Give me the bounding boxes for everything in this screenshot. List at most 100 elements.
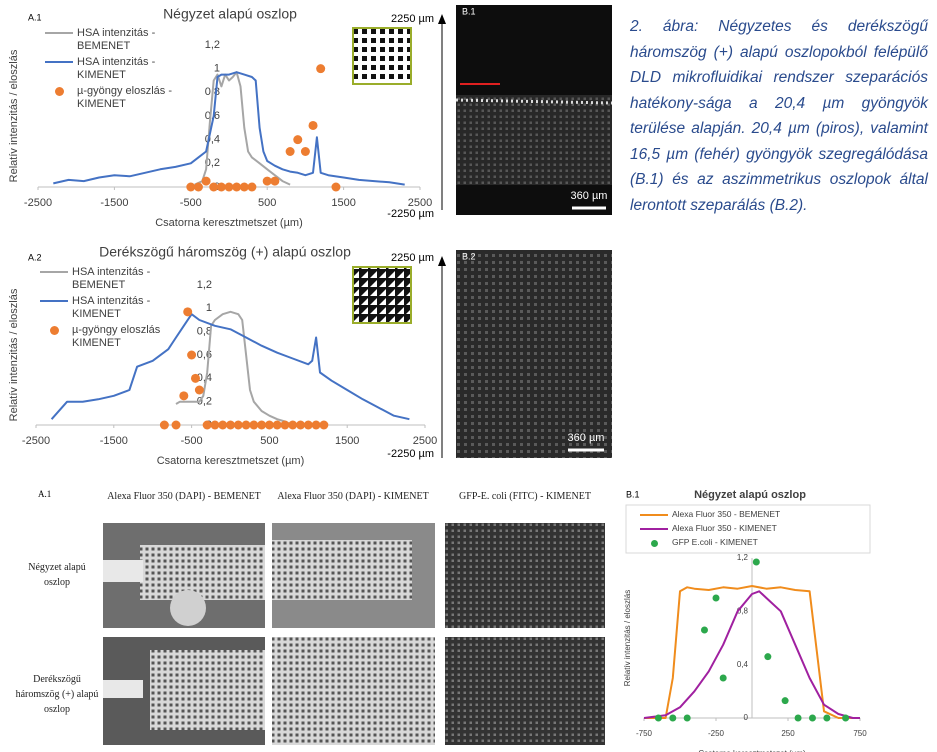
scatter-point: [249, 420, 259, 430]
legend-entry: µ-gyöngy eloszlás KIMENET: [40, 324, 180, 350]
scatter-point: [209, 182, 219, 192]
legend-swatch: [45, 27, 73, 40]
legend-label: Alexa Fluor 350 - KIMENET: [672, 523, 777, 533]
series-line: [53, 71, 405, 186]
inset-triangle: [352, 266, 412, 324]
x-tick-label: -1500: [100, 197, 128, 209]
x-tick-label: 500: [258, 197, 276, 209]
scatter-point: [270, 176, 280, 186]
scatter-point: [186, 182, 196, 192]
scatter-point: [233, 420, 243, 430]
scale-label: 360 µm: [568, 432, 605, 444]
chart-title: Négyzet alapú oszlop: [694, 489, 806, 501]
legend-marker: [640, 514, 668, 516]
scatter-point: [264, 420, 274, 430]
row-label: Derékszögű háromszög (+) alapú oszlop: [15, 674, 99, 715]
scatter-point: [262, 176, 272, 186]
x-tick-label: 250: [781, 729, 795, 738]
scatter-point: [216, 182, 226, 192]
inlet: [103, 680, 143, 698]
legend-entry: GFP E.coli - KIMENET: [640, 537, 865, 550]
y-tick-label: 1,2: [737, 553, 749, 562]
scatter-point: [171, 420, 181, 430]
legend-label: µ-gyöngy eloszlás KIMENET: [72, 324, 161, 349]
legend-entry: Alexa Fluor 350 - KIMENET: [640, 523, 865, 536]
legend-marker: [45, 32, 73, 34]
row-label: Négyzet alapú oszlop: [28, 562, 86, 588]
y-tick-label: 0,6: [205, 110, 220, 122]
micrograph: [445, 523, 605, 628]
legend-label: Alexa Fluor 350 - BEMENET: [672, 509, 781, 519]
legend: HSA intenzitás - BEMENET HSA intenzitás -…: [45, 27, 185, 114]
micrograph-texture: [456, 95, 612, 185]
legend-swatch: [640, 509, 668, 522]
scatter-point: [247, 182, 257, 192]
scatter-point: [752, 558, 760, 566]
series-line: [50, 313, 410, 421]
panel-label: A.1: [38, 489, 51, 499]
range-label: 2250 µm: [391, 252, 434, 264]
scatter-point: [296, 420, 306, 430]
scatter-point: [179, 391, 189, 401]
scatter-point: [193, 182, 203, 192]
range-label: -2250 µm: [387, 448, 434, 460]
legend-label: HSA intenzitás - KIMENET: [77, 56, 156, 81]
range-label: 2250 µm: [391, 13, 434, 25]
scale-label: 360 µm: [571, 190, 608, 202]
legend-swatch: [45, 56, 73, 69]
legend-entry: µ-gyöngy eloszlás - KIMENET: [45, 85, 185, 111]
x-tick-label: 2500: [413, 435, 437, 447]
scatter-point: [319, 420, 329, 430]
scatter-point: [159, 420, 169, 430]
micrograph: [272, 637, 435, 745]
scatter-point: [316, 64, 326, 74]
column-title: Alexa Fluor 350 (DAPI) - BEMENET: [107, 491, 261, 502]
panel-label: B.1: [626, 489, 640, 499]
y-tick-label: 0,4: [737, 660, 749, 669]
inlet: [103, 560, 143, 582]
scatter-point: [202, 420, 212, 430]
white-beads: [455, 98, 613, 105]
micrograph: [456, 250, 612, 458]
y-tick-label: 1: [206, 302, 212, 314]
legend: HSA intenzitás - BEMENET HSA intenzitás -…: [40, 266, 180, 353]
scatter-point: [719, 674, 727, 682]
legend-swatch: [40, 295, 68, 308]
legend-label: µ-gyöngy eloszlás - KIMENET: [77, 85, 172, 110]
panel-label: B.1: [462, 6, 476, 16]
scatter-point: [272, 420, 282, 430]
y-tick-label: 0,2: [205, 157, 220, 169]
x-tick-label: 1500: [331, 197, 355, 209]
arrow-head: [438, 256, 446, 266]
legend-label: HSA intenzitás - KIMENET: [72, 295, 151, 320]
micrograph-texture: [272, 540, 412, 600]
series-line: [643, 590, 860, 719]
legend-swatch: [40, 324, 68, 337]
scatter-point: [842, 714, 850, 722]
micrograph: [445, 637, 605, 745]
y-tick-label: 0: [744, 713, 749, 722]
legend-label: HSA intenzitás - BEMENET: [77, 27, 156, 52]
scatter-point: [194, 385, 204, 395]
legend-marker: [40, 271, 68, 273]
x-tick-label: -2500: [24, 197, 52, 209]
y-tick-label: 0,4: [197, 372, 212, 384]
legend-entry: HSA intenzitás - BEMENET: [45, 27, 185, 53]
scatter-point: [224, 182, 234, 192]
scatter-point: [654, 714, 662, 722]
scatter-point: [210, 420, 220, 430]
column-title: GFP-E. coli (FITC) - KIMENET: [459, 491, 591, 502]
range-label: -2250 µm: [387, 208, 434, 220]
series-line: [644, 585, 860, 719]
scatter-point: [308, 120, 318, 130]
series-line: [175, 310, 294, 426]
scatter-point: [794, 714, 802, 722]
scatter-point: [303, 420, 313, 430]
legend-swatch: [40, 266, 68, 279]
scatter-point: [808, 714, 816, 722]
legend-label: GFP E.coli - KIMENET: [672, 537, 758, 547]
y-tick-label: 1,2: [205, 39, 220, 51]
x-tick-label: -500: [180, 197, 202, 209]
legend: Alexa Fluor 350 - BEMENET Alexa Fluor 350…: [640, 509, 865, 551]
